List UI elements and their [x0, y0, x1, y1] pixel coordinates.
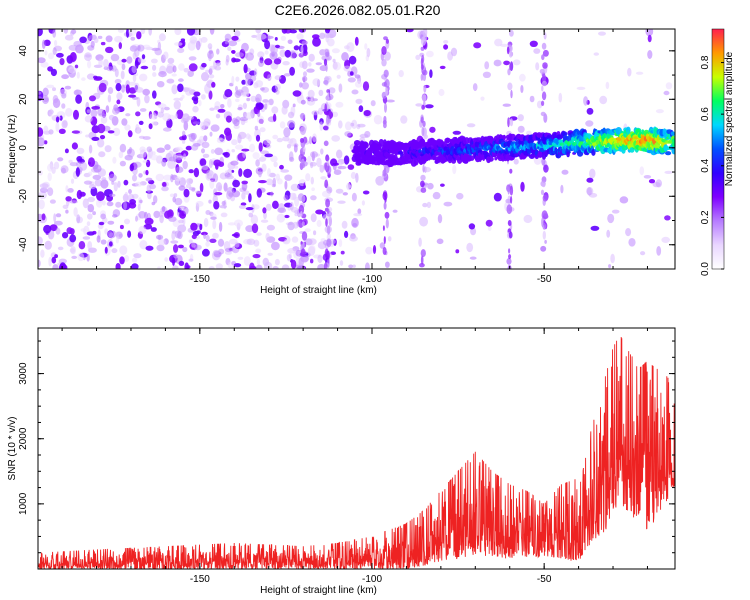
bottom-y-tick-label: 2000 — [18, 427, 29, 450]
colorbar-label: Normalized spectral amplitude — [724, 51, 735, 186]
bottom-y-tick-label: 1000 — [18, 492, 29, 515]
heatmap-signal-ridge — [351, 126, 675, 168]
bottom-y-axis-label: SNR (10 * v/v) — [7, 417, 18, 481]
top-x-tick-label: -100 — [362, 274, 382, 285]
colorbar: 0.0 0.2 0.4 0.6 0.8 Normalized spectral ampli… — [700, 28, 735, 276]
bottom-x-tick-label: -150 — [190, 574, 210, 585]
top-y-tick-label: 40 — [18, 45, 29, 57]
top-y-tick-label: -40 — [18, 237, 29, 252]
top-y-tick-label: 20 — [18, 93, 29, 105]
bottom-x-tick-label: -50 — [537, 574, 552, 585]
top-y-tick-label: -20 — [18, 189, 29, 204]
colorbar-tick-label: 0.0 — [700, 262, 711, 276]
snr-series-line — [38, 336, 675, 569]
bottom-y-tick-label: 3000 — [18, 362, 29, 385]
top-y-axis-label: Frequency (Hz) — [7, 115, 18, 184]
top-plot-frame — [37, 28, 676, 270]
bottom-x-tick-label: -100 — [362, 574, 382, 585]
colorbar-gradient — [711, 28, 725, 270]
colorbar-tick-label: 0.8 — [700, 55, 711, 69]
top-x-axis-label: Height of straight line (km) — [260, 285, 377, 296]
bottom-x-axis-label: Height of straight line (km) — [260, 585, 377, 596]
bottom-plot-frame — [37, 327, 676, 570]
top-y-tick-label: 0 — [18, 145, 29, 151]
chart-title: C2E6.2026.082.05.01.R20 — [274, 2, 441, 18]
colorbar-tick-label: 0.6 — [700, 107, 711, 121]
snr-line-plot — [38, 336, 675, 569]
spectrogram-heatmap — [38, 29, 675, 269]
colorbar-tick-label: 0.2 — [700, 210, 711, 224]
colorbar-tick-label: 0.4 — [700, 158, 711, 172]
top-x-tick-label: -50 — [537, 274, 552, 285]
top-x-tick-label: -150 — [190, 274, 210, 285]
